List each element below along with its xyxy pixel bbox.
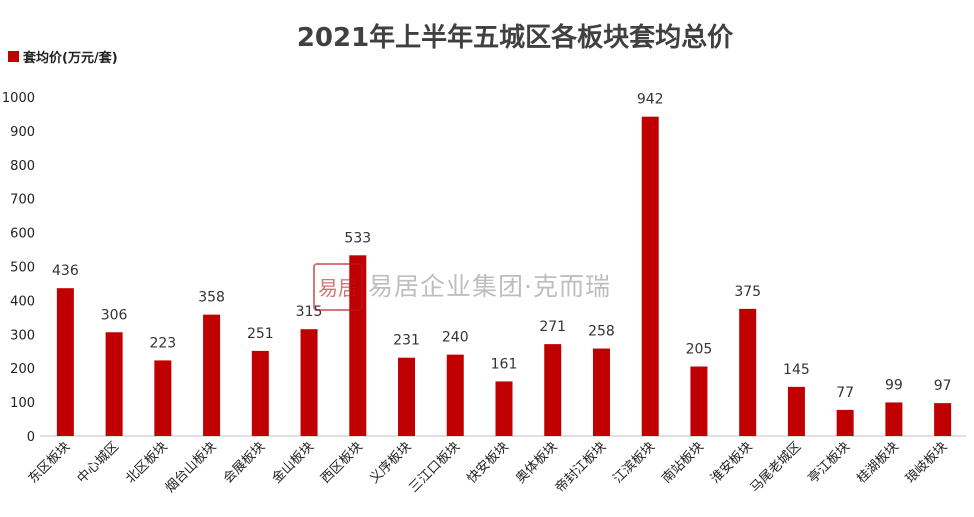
bar (690, 366, 708, 436)
data-label: 145 (783, 362, 810, 378)
x-category-label: 义序板块 (367, 439, 414, 486)
y-tick-label: 400 (10, 294, 35, 309)
bar (495, 381, 513, 436)
data-label: 436 (52, 263, 79, 279)
bar (105, 332, 123, 436)
bar (203, 314, 221, 436)
x-category-label: 南站板块 (659, 439, 707, 487)
data-label: 205 (686, 342, 713, 358)
bar (56, 288, 74, 436)
x-category-label: 西区板块 (318, 439, 365, 486)
bar (544, 344, 562, 436)
data-label: 161 (491, 356, 518, 372)
bar (934, 403, 952, 436)
bar (300, 329, 318, 436)
bar (154, 360, 172, 436)
y-tick-label: 1000 (2, 91, 35, 106)
bar (251, 350, 269, 436)
data-label: 306 (101, 307, 128, 323)
bar (885, 402, 903, 436)
x-category-label: 亭江板块 (805, 439, 853, 487)
x-category-label: 快安板块 (464, 439, 511, 486)
bars (56, 116, 952, 437)
data-label: 231 (393, 333, 420, 349)
legend: 套均价(万元/套) (8, 50, 118, 66)
data-label: 533 (344, 230, 371, 246)
bar (446, 354, 464, 436)
data-label: 315 (296, 304, 323, 320)
watermark-seal-icon: 易居 (313, 263, 363, 311)
x-category-label: 三江口板块 (407, 439, 464, 496)
data-label: 942 (637, 92, 664, 108)
y-axis: 0 100 200 300 400 500 600 700 800 900 1000 (2, 91, 35, 445)
data-label: 223 (149, 335, 176, 351)
y-tick-label: 700 (10, 193, 35, 208)
y-tick-label: 500 (10, 261, 35, 276)
watermark-text: 易居企业集团·克而瑞 (368, 272, 611, 301)
data-label: 77 (836, 385, 854, 401)
watermark-seal-text: 易居 (318, 276, 358, 300)
x-category-label: 烟台山板块 (163, 439, 220, 496)
bar (739, 308, 757, 436)
x-category-label: 江滨板块 (610, 439, 658, 487)
data-label: 358 (198, 290, 225, 306)
data-label: 271 (539, 319, 566, 335)
data-label: 240 (442, 330, 469, 346)
data-label: 251 (247, 326, 274, 342)
bar (398, 357, 416, 436)
y-tick-label: 100 (10, 396, 35, 411)
x-category-label: 中心城区 (75, 439, 122, 486)
y-tick-label: 0 (27, 430, 35, 445)
x-category-label: 马尾老城区 (748, 439, 805, 496)
x-category-label: 东区板块 (26, 439, 73, 486)
legend-label: 套均价(万元/套) (22, 50, 118, 66)
y-tick-label: 800 (10, 159, 35, 174)
data-label: 99 (885, 377, 903, 393)
x-category-label: 帝封江板块 (552, 439, 609, 496)
x-category-label: 琅岐板块 (903, 439, 950, 486)
x-category-label: 金山板块 (269, 439, 317, 487)
y-tick-label: 600 (10, 227, 35, 242)
data-label: 375 (734, 284, 761, 300)
y-tick-label: 300 (10, 328, 35, 343)
data-label: 258 (588, 324, 615, 340)
bar (592, 348, 610, 436)
x-category-label: 奥体板块 (513, 439, 560, 486)
x-category-label: 会展板块 (221, 439, 268, 486)
y-tick-label: 900 (10, 125, 35, 140)
bar (641, 116, 659, 437)
watermark: 易居 易居企业集团·克而瑞 (313, 263, 611, 311)
legend-swatch (8, 51, 19, 62)
data-label: 97 (934, 378, 952, 394)
x-category-label: 淮安板块 (708, 439, 755, 486)
x-category-label: 北区板块 (123, 439, 170, 486)
y-tick-label: 200 (10, 362, 35, 377)
bar (836, 409, 854, 436)
bar (787, 386, 805, 436)
x-category-label: 桂湖板块 (854, 439, 901, 486)
chart-title: 2021年上半年五城区各板块套均总价 (297, 22, 734, 53)
data-labels: 436 306 223 358 251 315 533 231 240 161 271 258 942 2… (52, 92, 952, 401)
